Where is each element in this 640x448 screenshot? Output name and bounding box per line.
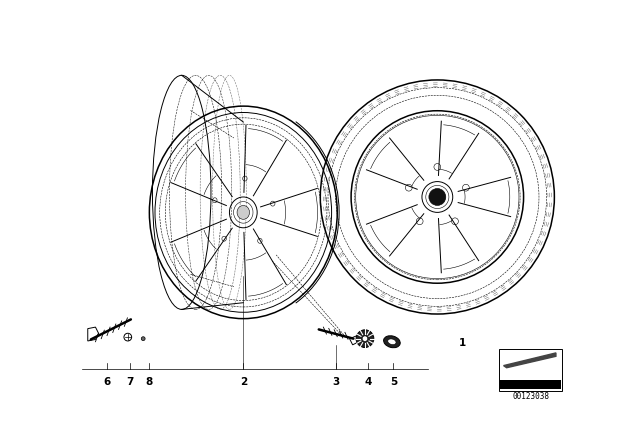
Text: 7: 7 <box>127 377 134 387</box>
Text: 4: 4 <box>364 377 372 387</box>
Text: 3: 3 <box>332 377 339 387</box>
Text: 8: 8 <box>145 377 152 387</box>
Text: 2: 2 <box>239 377 247 387</box>
Text: 6: 6 <box>104 377 111 387</box>
Ellipse shape <box>388 339 396 345</box>
Bar <box>499 349 562 391</box>
Text: 5: 5 <box>390 377 397 387</box>
Text: 00123038: 00123038 <box>512 392 549 401</box>
Ellipse shape <box>383 336 400 348</box>
Polygon shape <box>504 353 556 368</box>
Ellipse shape <box>237 206 250 220</box>
Circle shape <box>362 336 368 341</box>
Text: 1: 1 <box>459 338 467 348</box>
Circle shape <box>141 337 145 340</box>
Bar <box>500 380 561 389</box>
Circle shape <box>429 189 446 206</box>
Circle shape <box>356 330 374 348</box>
